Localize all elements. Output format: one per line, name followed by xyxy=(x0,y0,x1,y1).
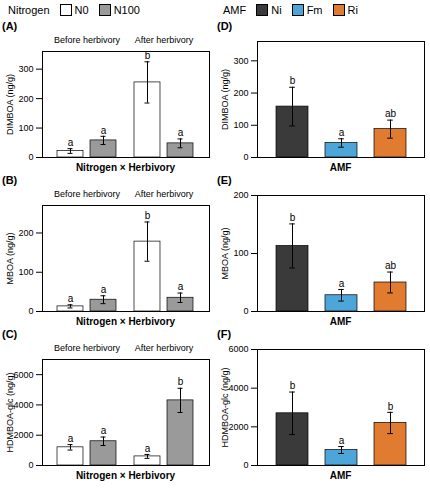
svg-text:6000: 6000 xyxy=(228,344,248,354)
svg-text:a: a xyxy=(68,433,74,444)
html-text:(A): (A) xyxy=(2,20,18,32)
html-text:(E): (E) xyxy=(217,174,232,186)
html-text:AMF: AMF xyxy=(223,4,247,16)
svg-text:MBOA (ng/g): MBOA (ng/g) xyxy=(220,227,230,279)
svg-text:200: 200 xyxy=(233,88,248,98)
svg-text:b: b xyxy=(178,376,184,387)
html-text:AMF: AMF xyxy=(329,470,352,481)
svg-text:6000: 6000 xyxy=(13,370,33,380)
svg-text:a: a xyxy=(178,281,184,292)
html-text:(F): (F) xyxy=(217,328,231,340)
svg-text:0: 0 xyxy=(243,306,248,315)
svg-text:100: 100 xyxy=(18,267,33,277)
svg-text:DIMBOA (ng/g): DIMBOA (ng/g) xyxy=(5,74,15,135)
svg-text:0: 0 xyxy=(243,152,248,161)
svg-text:0: 0 xyxy=(28,460,33,469)
svg-text:100: 100 xyxy=(233,120,248,130)
svg-text:4000: 4000 xyxy=(13,400,33,410)
svg-text:After herbivory: After herbivory xyxy=(135,189,194,199)
svg-text:ab: ab xyxy=(385,260,397,271)
svg-text:a: a xyxy=(339,127,345,138)
svg-text:200: 200 xyxy=(18,228,33,238)
svg-text:300: 300 xyxy=(18,64,33,74)
svg-text:MBOA (ng/g): MBOA (ng/g) xyxy=(5,232,15,284)
svg-text:b: b xyxy=(290,212,296,223)
svg-text:b: b xyxy=(290,75,296,86)
svg-text:a: a xyxy=(339,278,345,289)
svg-text:After herbivory: After herbivory xyxy=(135,343,194,353)
svg-text:100: 100 xyxy=(18,123,33,133)
svg-text:100: 100 xyxy=(233,248,248,258)
svg-text:300: 300 xyxy=(233,56,248,66)
html-text:Ri: Ri xyxy=(347,4,358,16)
svg-text:a: a xyxy=(101,125,107,136)
svg-text:After herbivory: After herbivory xyxy=(135,35,194,45)
svg-text:200: 200 xyxy=(233,190,248,200)
svg-text:a: a xyxy=(68,293,74,304)
svg-text:b: b xyxy=(388,401,394,412)
html-text:Fm: Fm xyxy=(306,4,323,16)
html-text:Nitrogen × Herbivory: Nitrogen × Herbivory xyxy=(75,470,176,481)
svg-text:Before herbivory: Before herbivory xyxy=(54,343,121,353)
svg-text:ab: ab xyxy=(385,108,397,119)
html-text:AMF: AMF xyxy=(329,316,352,327)
svg-text:HDMBOA-glc (ng/g): HDMBOA-glc (ng/g) xyxy=(5,372,15,452)
svg-text:a: a xyxy=(178,127,184,138)
svg-text:Before herbivory: Before herbivory xyxy=(54,189,121,199)
html-text:Nitrogen × Herbivory: Nitrogen × Herbivory xyxy=(75,316,176,327)
svg-text:b: b xyxy=(145,210,151,221)
html-text:Nitrogen: Nitrogen xyxy=(8,4,50,16)
svg-text:b: b xyxy=(144,50,151,61)
html-text:Ni: Ni xyxy=(271,4,282,16)
svg-text:Before herbivory: Before herbivory xyxy=(54,35,121,45)
svg-text:0: 0 xyxy=(28,306,33,315)
html-text:(D): (D) xyxy=(217,20,233,32)
svg-text:HDMBOA-glc (ng/g): HDMBOA-glc (ng/g) xyxy=(220,367,230,447)
html-text:Nitrogen × Herbivory: Nitrogen × Herbivory xyxy=(75,162,176,173)
svg-text:DIMBOA (ng/g): DIMBOA (ng/g) xyxy=(220,69,230,130)
svg-text:0: 0 xyxy=(28,152,33,161)
html-text:N100: N100 xyxy=(113,4,140,16)
svg-text:a: a xyxy=(145,443,151,454)
svg-text:2000: 2000 xyxy=(228,422,248,432)
html-text:N0: N0 xyxy=(74,4,89,16)
svg-text:2000: 2000 xyxy=(13,430,33,440)
svg-text:a: a xyxy=(68,137,74,148)
svg-text:b: b xyxy=(290,380,296,391)
svg-text:4000: 4000 xyxy=(228,383,248,393)
svg-text:a: a xyxy=(101,425,107,436)
html-text:AMF: AMF xyxy=(329,162,352,173)
svg-text:0: 0 xyxy=(243,460,248,469)
html-text:(C): (C) xyxy=(2,328,18,340)
svg-text:a: a xyxy=(339,435,345,446)
svg-text:a: a xyxy=(101,284,107,295)
svg-text:200: 200 xyxy=(18,93,33,103)
html-text:(B): (B) xyxy=(2,174,18,186)
